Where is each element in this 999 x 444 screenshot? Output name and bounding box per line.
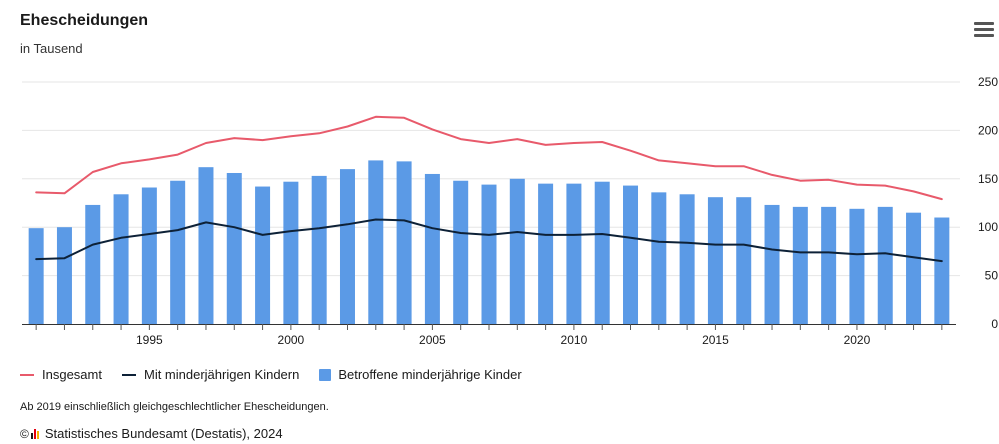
bar: [651, 192, 667, 324]
menu-bar: [974, 34, 994, 37]
x-tick-label: 2010: [561, 333, 588, 347]
bar: [821, 206, 837, 324]
bar: [368, 160, 384, 324]
legend-label: Insgesamt: [42, 367, 102, 382]
x-tick-label: 2000: [278, 333, 305, 347]
legend-line-symbol: [121, 373, 136, 376]
menu-bar: [974, 22, 994, 25]
bar: [255, 186, 271, 324]
bar: [311, 175, 327, 324]
x-tick-label: 2005: [419, 333, 446, 347]
chart-plot: 0 50 100 150 200 250 1995 2000 2005 2010 2015 2020: [22, 75, 999, 347]
y-tick-label: 200: [978, 123, 998, 137]
y-tick-label: 50: [985, 269, 999, 283]
y-tick-label: 250: [978, 75, 998, 89]
bar: [594, 181, 610, 324]
bar: [339, 169, 355, 324]
x-tick-label: 2020: [844, 333, 871, 347]
footnote: Ab 2019 einschließlich gleichgeschlechtl…: [20, 401, 329, 413]
bar: [906, 212, 922, 324]
bar: [509, 178, 525, 324]
legend-item-insgesamt[interactable]: Insgesamt: [20, 367, 102, 382]
bar: [113, 194, 129, 324]
legend-line-symbol: [20, 373, 34, 376]
legend-item-betroffene-kinder[interactable]: Betroffene minderjährige Kinder: [319, 367, 522, 382]
bar: [792, 206, 808, 324]
x-tick-label: 1995: [136, 333, 163, 347]
bar: [198, 167, 214, 324]
bar: [170, 180, 186, 324]
line-mit-minderjaehrigen-kindern: [35, 218, 943, 263]
bar: [481, 184, 497, 324]
bar: [566, 183, 582, 324]
destatis-logo-icon: [30, 428, 40, 439]
bar: [764, 204, 780, 324]
source-line: © Statistisches Bundesamt (Destatis), 20…: [20, 426, 283, 441]
bar: [226, 172, 242, 324]
bar: [538, 183, 554, 324]
menu-bar: [974, 28, 994, 31]
bar: [141, 187, 157, 324]
line-insgesamt: [35, 115, 943, 201]
chart-legend: Insgesamt Mit minderjährigen Kindern Bet…: [20, 367, 542, 382]
hamburger-menu-icon[interactable]: [974, 22, 994, 38]
bar: [623, 185, 639, 324]
bar: [934, 217, 950, 324]
bar: [56, 227, 72, 324]
chart-subtitle: in Tausend: [20, 41, 83, 56]
y-tick-label: 0: [991, 317, 998, 331]
bar: [877, 206, 893, 324]
copyright-symbol: ©: [20, 426, 29, 441]
bar: [28, 228, 44, 324]
bar: [736, 197, 752, 324]
legend-label: Betroffene minderjährige Kinder: [338, 367, 522, 382]
bar: [707, 197, 723, 324]
source-text: Statistisches Bundesamt (Destatis), 2024: [44, 426, 283, 441]
y-tick-label: 100: [978, 220, 998, 234]
bar: [849, 208, 865, 324]
bar: [85, 204, 101, 324]
legend-item-mit-kindern[interactable]: Mit minderjährigen Kindern: [121, 367, 300, 382]
bar: [424, 173, 440, 324]
bar: [679, 194, 695, 324]
y-tick-label: 150: [978, 172, 998, 186]
bar: [283, 181, 299, 324]
legend-box-symbol: [319, 368, 332, 381]
bar: [396, 161, 412, 324]
legend-label: Mit minderjährigen Kindern: [143, 367, 300, 382]
bar: [453, 180, 469, 324]
x-tick-label: 2015: [702, 333, 729, 347]
chart-title: Ehescheidungen: [20, 12, 149, 29]
